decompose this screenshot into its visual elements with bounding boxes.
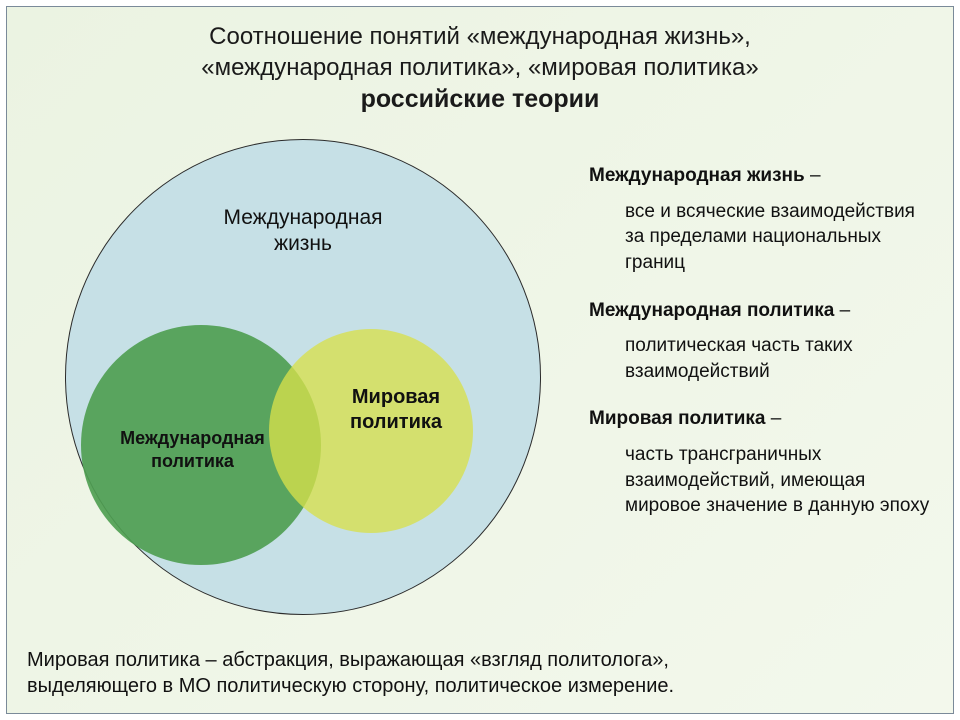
title-block: Соотношение понятий «международная жизнь…	[7, 21, 953, 116]
title-line-3: российские теории	[7, 83, 953, 116]
definition-term: Международная жизнь	[589, 165, 805, 186]
definition-item: Международная политика – политическая ча…	[589, 298, 939, 385]
definition-dash: –	[766, 408, 782, 429]
footer-line-1: Мировая политика – абстракция, выражающа…	[27, 649, 669, 671]
title-line-1: Соотношение понятий «международная жизнь…	[7, 21, 953, 52]
green-label-line1: Международная	[120, 428, 265, 448]
footer-note: Мировая политика – абстракция, выражающа…	[27, 647, 937, 699]
definitions-column: Международная жизнь – все и всяческие вз…	[589, 163, 939, 541]
yellow-label-line2: политика	[350, 411, 442, 433]
outer-circle-label: Международная жизнь	[173, 205, 433, 258]
outer-label-line2: жизнь	[274, 232, 332, 255]
definition-body: часть трансграничных взаимодействий, име…	[625, 442, 939, 519]
definition-body: все и всяческие взаимодействия за предел…	[625, 199, 939, 276]
green-label-line2: политика	[151, 451, 234, 471]
definition-body: политическая часть таких взаимодействий	[625, 333, 939, 384]
outer-label-line1: Международная	[223, 206, 382, 229]
title-line-2: «международная политика», «мировая полит…	[7, 52, 953, 83]
definition-dash: –	[834, 300, 850, 321]
definition-item: Мировая политика – часть трансграничных …	[589, 406, 939, 519]
slide: Соотношение понятий «международная жизнь…	[6, 6, 954, 714]
footer-line-2: выделяющего в МО политическую сторону, п…	[27, 675, 674, 697]
definition-item: Международная жизнь – все и всяческие вз…	[589, 163, 939, 276]
definition-term: Международная политика	[589, 300, 834, 321]
definition-term: Мировая политика	[589, 408, 766, 429]
venn-diagram: Международная жизнь Мировая политика Меж…	[43, 137, 563, 637]
yellow-circle-label: Мировая политика	[321, 385, 471, 435]
yellow-label-line1: Мировая	[352, 386, 440, 408]
green-circle-label: Международная политика	[95, 427, 290, 472]
definition-dash: –	[805, 165, 821, 186]
